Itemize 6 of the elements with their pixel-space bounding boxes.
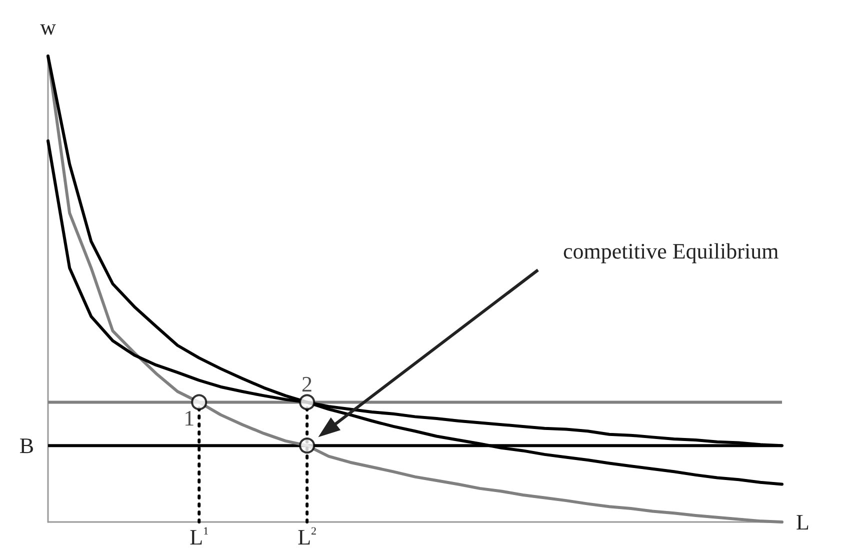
annotation: 2 [302, 372, 313, 397]
annotation: competitive Equilibrium [563, 238, 779, 264]
y-axis-title: w [40, 14, 56, 40]
ref-line-label: B [19, 433, 34, 458]
annotation: 1 [184, 406, 195, 431]
x-axis-title: L [796, 510, 810, 534]
